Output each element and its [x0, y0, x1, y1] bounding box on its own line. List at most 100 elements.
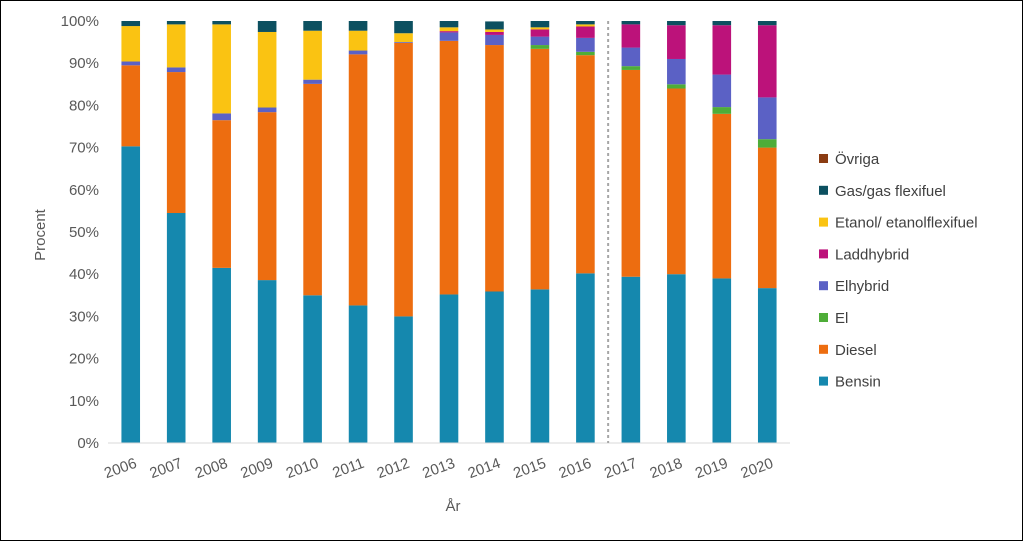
bar-segment: [621, 276, 641, 443]
bar-segment: [667, 88, 686, 275]
bar-segment: [348, 21, 368, 31]
legend-swatch: [819, 185, 828, 195]
bar-segment: [621, 21, 641, 25]
legend-label: Elhybrid: [835, 278, 889, 295]
bar-segment: [439, 21, 459, 28]
bar-segment: [212, 267, 231, 443]
bar-segment: [121, 146, 141, 444]
bar-segment: [166, 24, 186, 68]
x-tick-label: 2012: [375, 455, 412, 482]
bar-segment: [303, 21, 322, 31]
x-tick-label: 2010: [284, 455, 321, 482]
x-tick-label: 2009: [238, 455, 275, 482]
bar-segment: [303, 83, 322, 296]
bar-segment: [530, 27, 550, 30]
bar-segment: [348, 54, 368, 306]
bar-segment: [121, 21, 141, 27]
bar-segment: [348, 30, 368, 51]
bar-segment: [485, 29, 504, 32]
bar-segment: [485, 291, 504, 443]
x-tick-label: 2018: [648, 455, 685, 482]
y-tick-label: 0%: [77, 435, 99, 452]
bar-segment: [348, 305, 368, 443]
bar-segment: [712, 113, 732, 279]
legend-swatch: [819, 344, 828, 354]
x-tick-label: 2011: [330, 455, 366, 482]
bar-segment: [621, 66, 641, 70]
bar-segment: [348, 50, 368, 55]
y-tick-label: 40%: [69, 266, 99, 283]
bar-segment: [394, 21, 413, 34]
y-tick-label: 60%: [69, 182, 99, 199]
legend-label: Bensin: [835, 374, 881, 391]
bar-segment: [576, 51, 595, 56]
legend-swatch: [819, 249, 828, 259]
x-tick-label: 2017: [602, 455, 639, 482]
bar-segment: [439, 27, 459, 32]
bar-segment: [166, 72, 186, 214]
bar-segment: [212, 21, 231, 25]
x-tick-label: 2008: [193, 455, 230, 482]
bar-segment: [212, 24, 231, 114]
bar-segment: [530, 21, 550, 28]
bar-segment: [667, 84, 686, 89]
legend-swatch: [819, 217, 828, 227]
bar-segment: [530, 48, 550, 290]
bar-segment: [166, 21, 186, 25]
bar-segment: [621, 24, 641, 48]
bar-segment: [394, 42, 413, 43]
x-tick-label: 2013: [420, 455, 457, 482]
bar-segment: [667, 21, 686, 26]
bar-segment: [257, 21, 277, 32]
x-tick-label: 2016: [557, 455, 594, 482]
bar-segment: [757, 25, 777, 98]
legend-swatch: [819, 281, 828, 291]
bar-segment: [712, 21, 732, 26]
bar-segment: [485, 21, 504, 30]
bar-segment: [530, 45, 550, 49]
bar-segment: [485, 34, 504, 46]
bar-segment: [667, 274, 686, 443]
legend-swatch: [819, 154, 828, 163]
bar-segment: [121, 61, 141, 66]
legend-label: Övriga: [835, 150, 880, 168]
bar-segment: [257, 280, 277, 443]
x-tick-label: 2019: [693, 455, 730, 482]
x-tick-label: 2007: [147, 455, 184, 482]
x-tick-label: 2006: [102, 455, 139, 482]
bar-segment: [166, 213, 186, 443]
x-axis-title: År: [446, 498, 461, 515]
legend-label: Etanol/ etanolflexifuel: [835, 215, 978, 232]
bar-segment: [439, 294, 459, 443]
x-tick-label: 2014: [466, 455, 503, 482]
bar-segment: [485, 45, 504, 292]
bar-segment: [166, 67, 186, 73]
legend-label: Diesel: [835, 342, 877, 359]
y-tick-label: 70%: [69, 140, 99, 157]
bars: [121, 21, 777, 444]
bar-segment: [439, 40, 459, 295]
legend-label: Gas/gas flexifuel: [835, 183, 946, 200]
bar-segment: [712, 74, 732, 108]
legend-label: El: [835, 310, 848, 327]
bar-segment: [667, 25, 686, 59]
legend: Övriga Gas/gas flexifuel Etanol/ etanolfle…: [819, 150, 978, 391]
y-tick-label: 50%: [69, 224, 99, 241]
x-axis-ticks: 2006 2007 2008 2009 2010 2011 2012 2013 2014 2015…: [102, 455, 776, 482]
bar-segment: [257, 112, 277, 281]
bar-segment: [576, 273, 595, 443]
legend-label: Laddhybrid: [835, 246, 909, 263]
bar-segment: [394, 316, 413, 443]
bar-segment: [530, 36, 550, 46]
bar-segment: [439, 31, 459, 33]
legend-swatch: [819, 376, 828, 386]
bar-segment: [530, 29, 550, 37]
bar-segment: [757, 147, 777, 289]
bar-segment: [757, 21, 777, 26]
bar-segment: [257, 107, 277, 113]
bar-segment: [394, 42, 413, 317]
bar-segment: [303, 30, 322, 80]
bar-segment: [303, 295, 322, 443]
y-tick-label: 20%: [69, 351, 99, 368]
